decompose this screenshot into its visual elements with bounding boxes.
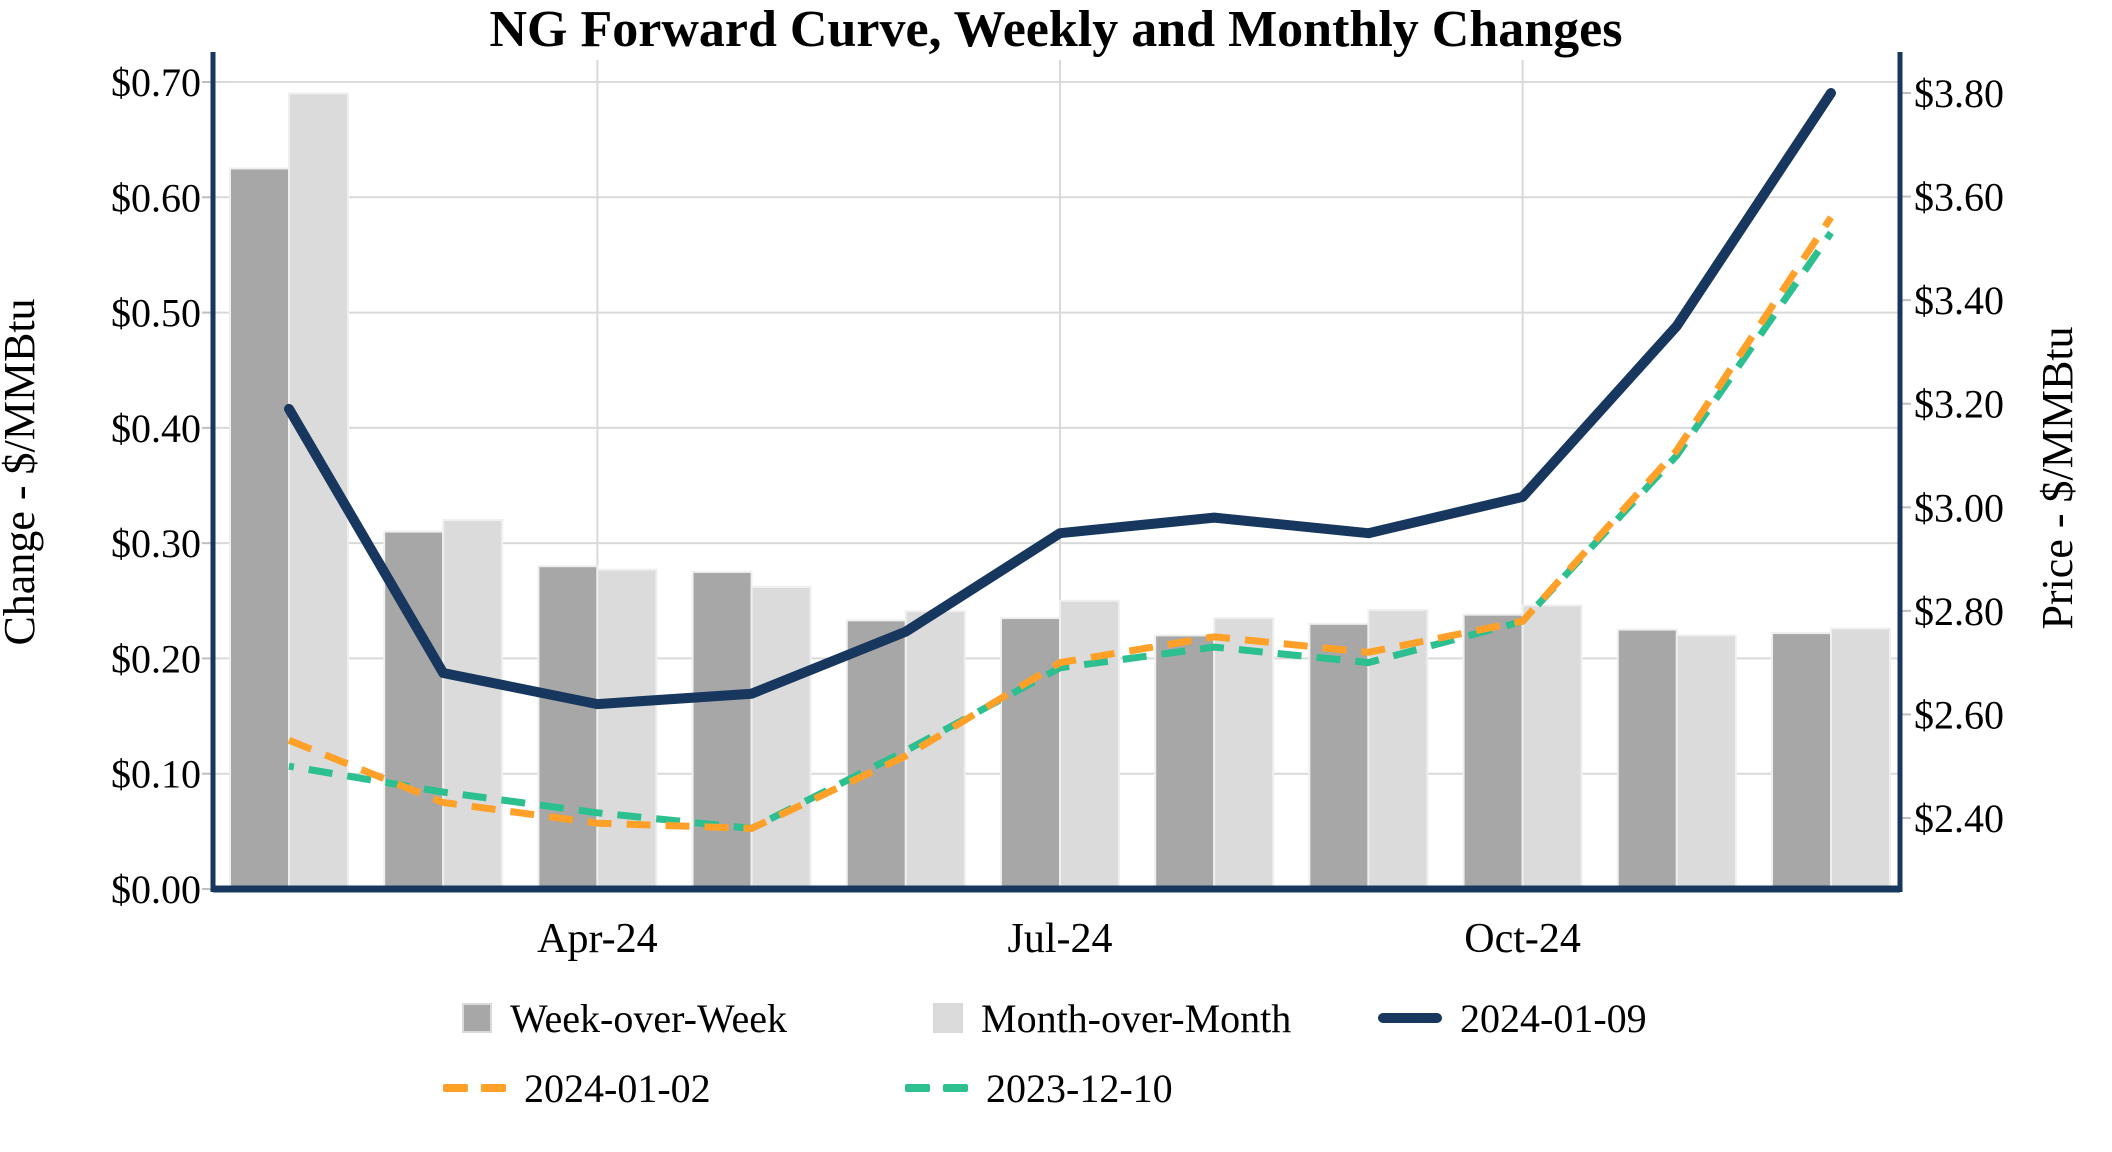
right-tick-label: $2.60 xyxy=(1914,692,2004,737)
right-axis-title: Price - $/MMBtu xyxy=(2033,326,2082,629)
left-tick-label: $0.40 xyxy=(111,406,201,451)
mom-bar xyxy=(1521,604,1583,890)
navy-line-swatch-icon xyxy=(1378,1013,1442,1023)
wow-bar xyxy=(537,565,599,890)
legend-item-2024-01-02: 2024-01-02 xyxy=(443,1065,711,1111)
mom-bar xyxy=(750,585,812,890)
x-tick-label: Apr-24 xyxy=(537,916,657,962)
legend-item-month-over-month: Month-over-Month xyxy=(933,995,1292,1041)
left-tick-label: $0.50 xyxy=(111,291,201,336)
wow-bar xyxy=(1000,617,1061,890)
right-tick-label: $3.20 xyxy=(1914,382,2004,427)
right-tick-label: $2.80 xyxy=(1914,589,2004,634)
legend-label: 2024-01-09 xyxy=(1460,995,1647,1041)
green-dash-swatch-icon xyxy=(905,1084,968,1092)
legend-label: Month-over-Month xyxy=(981,995,1292,1041)
wow-bar xyxy=(1154,634,1216,890)
mom-bar xyxy=(1059,599,1120,890)
legend-item-2023-12-10: 2023-12-10 xyxy=(905,1065,1173,1111)
mom-bar xyxy=(1675,634,1737,890)
mom-bar xyxy=(1830,627,1891,890)
right-tick-label: $2.40 xyxy=(1914,796,2004,841)
right-tick-label: $3.00 xyxy=(1914,485,2004,530)
left-tick-label: $0.60 xyxy=(111,175,201,220)
legend-item-week-over-week: Week-over-Week xyxy=(462,995,788,1041)
line-2024-01-09 xyxy=(284,88,1836,710)
legend-label: 2024-01-02 xyxy=(524,1065,711,1111)
legend-label: 2023-12-10 xyxy=(986,1065,1173,1111)
x-tick-label: Oct-24 xyxy=(1464,916,1581,962)
right-tick-label: $3.40 xyxy=(1914,278,2004,323)
month-over-month-swatch-icon xyxy=(933,1003,963,1033)
wow-bar xyxy=(845,619,907,890)
left-tick-label: $0.30 xyxy=(111,521,201,566)
wow-bar xyxy=(1771,632,1832,891)
wow-bar xyxy=(229,167,290,890)
week-over-week-swatch-icon xyxy=(462,1003,492,1033)
mom-bar xyxy=(1213,617,1275,890)
wow-bar xyxy=(1462,613,1524,890)
x-tick-label: Jul-24 xyxy=(1008,916,1113,962)
left-tick-label: $0.20 xyxy=(111,636,201,681)
legend-label: Week-over-Week xyxy=(510,995,788,1041)
mom-bar xyxy=(442,519,504,890)
mom-bar xyxy=(904,610,966,890)
wow-bar xyxy=(691,570,753,890)
mom-bar xyxy=(596,568,658,890)
wow-bar xyxy=(1616,628,1678,890)
left-tick-label: $0.00 xyxy=(111,867,201,912)
chart-title: NG Forward Curve, Weekly and Monthly Cha… xyxy=(489,1,1623,58)
wow-bar xyxy=(1308,622,1370,890)
right-tick-label: $3.80 xyxy=(1914,71,2004,116)
left-tick-label: $0.70 xyxy=(111,60,201,105)
line-2024-01-02 xyxy=(287,215,1834,832)
left-axis-title: Change - $/MMBtu xyxy=(0,298,44,645)
left-tick-label: $0.10 xyxy=(111,752,201,797)
orange-dash-swatch-icon xyxy=(443,1084,506,1092)
legend-item-2024-01-09: 2024-01-09 xyxy=(1378,995,1647,1041)
right-tick-label: $3.60 xyxy=(1914,175,2004,220)
